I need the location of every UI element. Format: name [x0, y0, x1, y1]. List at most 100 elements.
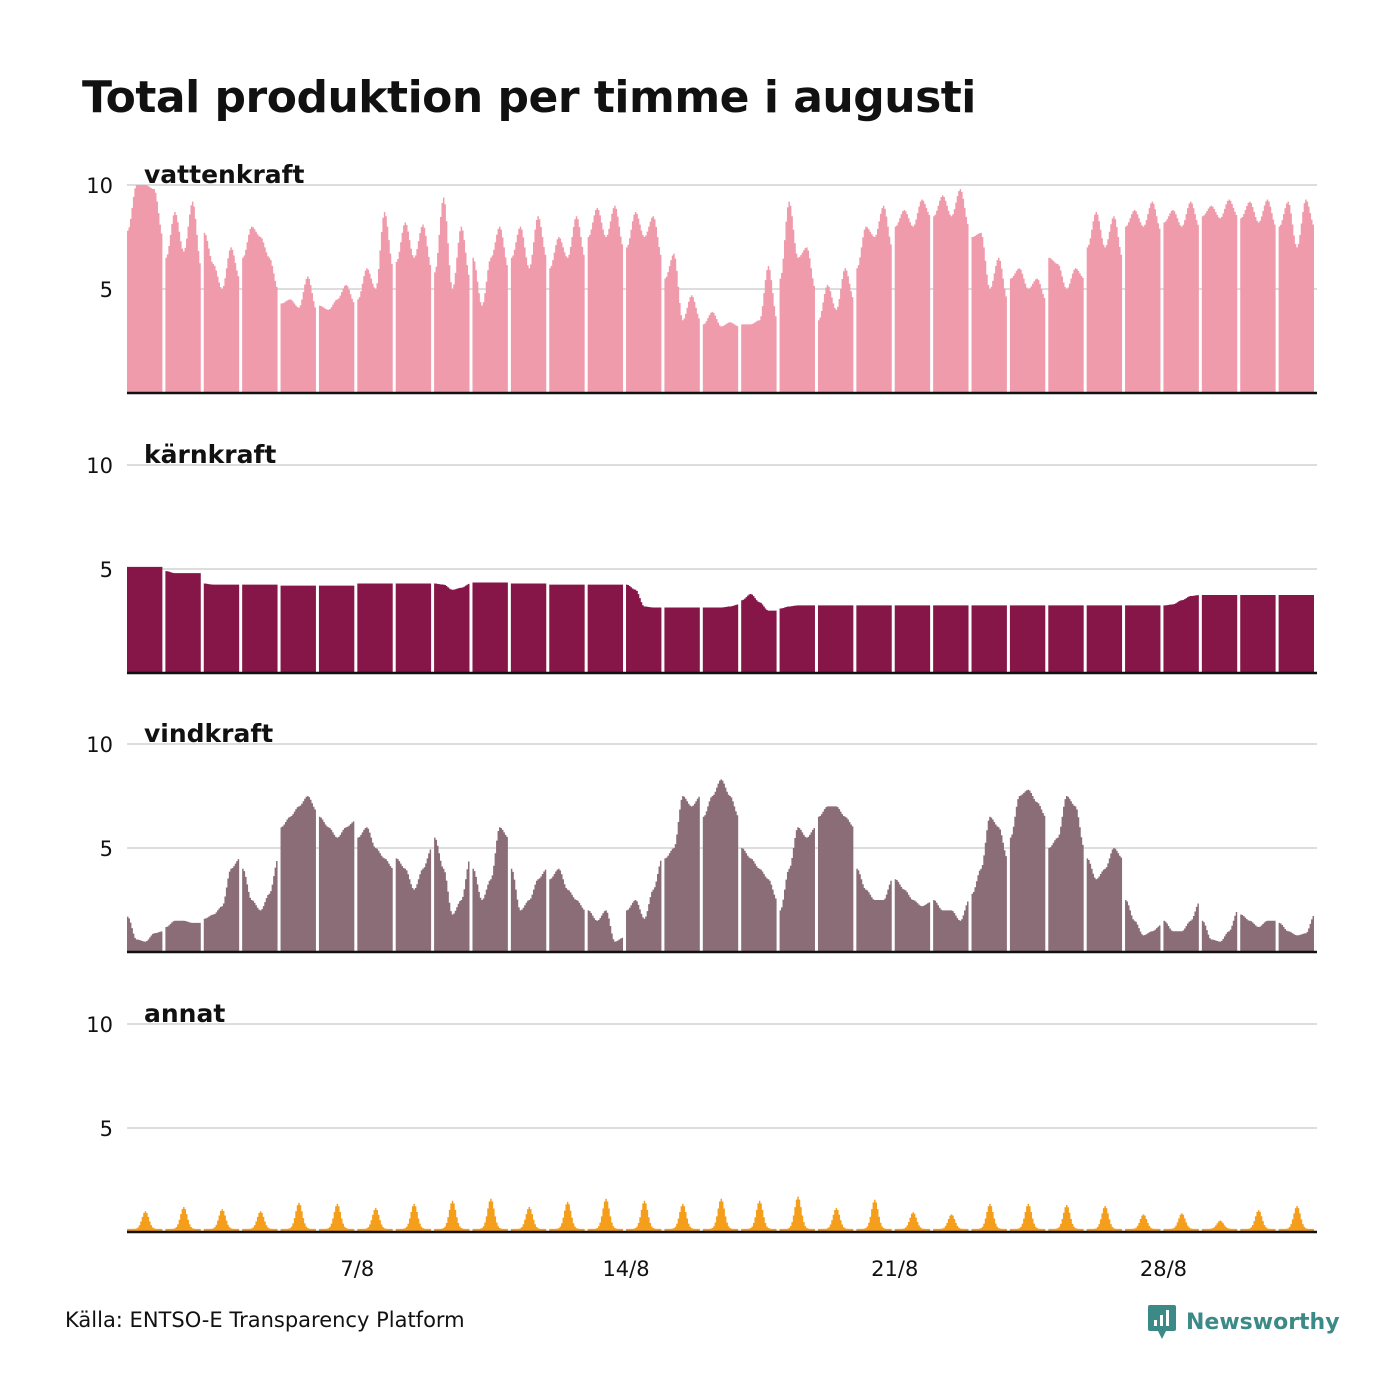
kärnkraft-day-22 — [933, 605, 969, 673]
vattenkraft-day-14 — [626, 212, 662, 393]
annat-day-14 — [626, 1200, 662, 1232]
vattenkraft-day-3 — [203, 232, 240, 393]
kärnkraft-day-1 — [127, 566, 163, 673]
brand[interactable]: Newsworthy — [1146, 1304, 1340, 1340]
y-tick-label-5: 5 — [100, 558, 113, 582]
vindkraft-day-25 — [1048, 796, 1084, 952]
vattenkraft-day-25 — [1048, 257, 1084, 393]
kärnkraft-day-25 — [1048, 605, 1084, 673]
annat-day-7 — [357, 1208, 393, 1232]
vattenkraft-day-6 — [318, 284, 355, 393]
kärnkraft-day-5 — [280, 585, 316, 673]
kärnkraft-day-30 — [1240, 595, 1276, 673]
vattenkraft-day-18 — [779, 201, 815, 393]
vindkraft-day-15 — [664, 796, 700, 952]
kärnkraft-day-14 — [626, 584, 662, 673]
annat-day-12 — [549, 1201, 585, 1232]
kärnkraft-day-31 — [1278, 595, 1314, 673]
vindkraft-day-17 — [741, 848, 777, 952]
kärnkraft-day-11 — [510, 583, 547, 673]
vindkraft-day-3 — [203, 859, 240, 952]
vindkraft-day-27 — [1125, 900, 1161, 952]
y-tick-label-10: 10 — [86, 733, 113, 757]
y-tick-label-10: 10 — [86, 174, 113, 198]
vindkraft-day-28 — [1163, 903, 1199, 952]
kärnkraft-day-8 — [395, 583, 432, 673]
kärnkraft-day-9 — [434, 583, 470, 673]
kärnkraft-day-13 — [587, 584, 624, 673]
annat-day-22 — [933, 1214, 969, 1232]
x-tick-label-14/8: 14/8 — [602, 1257, 649, 1280]
vindkraft-day-20 — [856, 868, 892, 952]
kärnkraft-day-12 — [549, 584, 585, 673]
annat-day-27 — [1125, 1214, 1161, 1232]
y-tick-label-10: 10 — [86, 1013, 113, 1037]
kärnkraft-day-19 — [817, 605, 854, 673]
vattenkraft-day-23 — [971, 232, 1007, 393]
vindkraft-day-12 — [549, 868, 585, 952]
y-tick-label-5: 5 — [100, 1117, 113, 1141]
annat-day-20 — [856, 1199, 892, 1232]
kärnkraft-day-4 — [242, 584, 278, 673]
kärnkraft-day-21 — [894, 605, 931, 673]
vattenkraft-day-13 — [587, 205, 624, 393]
vattenkraft-day-17 — [741, 266, 777, 393]
panel-label-annat: annat — [144, 999, 225, 1028]
vattenkraft-day-12 — [549, 216, 585, 393]
vindkraft-day-9 — [434, 837, 470, 952]
y-tick-label-5: 5 — [100, 278, 113, 302]
annat-day-31 — [1278, 1206, 1314, 1232]
y-tick-label-10: 10 — [86, 454, 113, 478]
panel-vattenkraft: 5 10 vattenkraft — [86, 160, 1317, 395]
vindkraft-day-14 — [626, 860, 662, 952]
vindkraft-day-29 — [1201, 911, 1238, 952]
vindkraft-day-4 — [242, 861, 278, 952]
annat-day-16 — [702, 1198, 739, 1232]
kärnkraft-day-2 — [165, 571, 201, 673]
x-tick-label-28/8: 28/8 — [1140, 1257, 1187, 1280]
vattenkraft-day-8 — [395, 222, 432, 393]
annat-day-30 — [1240, 1210, 1276, 1232]
vindkraft-day-16 — [702, 779, 739, 952]
annat-day-28 — [1163, 1213, 1199, 1232]
vattenkraft-day-2 — [165, 201, 201, 393]
annat-day-25 — [1048, 1204, 1084, 1232]
kärnkraft-day-26 — [1086, 605, 1123, 673]
vindkraft-day-31 — [1278, 915, 1314, 952]
annat-day-15 — [664, 1203, 700, 1232]
vindkraft-day-21 — [894, 879, 931, 952]
vattenkraft-day-26 — [1086, 212, 1123, 393]
vattenkraft-day-19 — [817, 268, 854, 393]
annat-day-21 — [894, 1212, 931, 1232]
panel-label-vattenkraft: vattenkraft — [144, 160, 305, 189]
kärnkraft-day-24 — [1009, 605, 1046, 673]
vattenkraft-day-5 — [280, 276, 316, 393]
vattenkraft-day-27 — [1125, 201, 1161, 393]
annat-day-8 — [395, 1203, 432, 1232]
y-tick-label-5: 5 — [100, 837, 113, 861]
annat-day-26 — [1086, 1206, 1123, 1232]
vattenkraft-day-4 — [242, 226, 278, 393]
annat-day-29 — [1201, 1220, 1238, 1232]
panel-vindkraft: 5 10 vindkraft — [86, 719, 1317, 954]
vindkraft-day-5 — [280, 796, 316, 952]
annat-day-4 — [242, 1211, 278, 1232]
vattenkraft-day-16 — [702, 311, 739, 393]
kärnkraft-day-15 — [664, 607, 700, 673]
vattenkraft-day-1 — [127, 185, 163, 393]
vattenkraft-day-30 — [1240, 199, 1276, 393]
x-tick-label-7/8: 7/8 — [340, 1257, 374, 1280]
annat-day-10 — [472, 1198, 508, 1232]
vindkraft-day-6 — [318, 816, 355, 952]
panel-kärnkraft: 5 10 kärnkraft — [86, 440, 1317, 675]
kärnkraft-day-28 — [1163, 595, 1199, 673]
newsworthy-logo-icon — [1148, 1305, 1176, 1339]
annat-day-2 — [165, 1207, 201, 1232]
annat-day-17 — [741, 1200, 777, 1232]
kärnkraft-day-17 — [741, 593, 777, 673]
kärnkraft-day-3 — [203, 583, 240, 673]
x-tick-label-21/8: 21/8 — [871, 1257, 918, 1280]
panel-annat: 5 10 annat — [86, 999, 1317, 1234]
kärnkraft-day-23 — [971, 605, 1007, 673]
vindkraft-day-8 — [395, 849, 432, 952]
